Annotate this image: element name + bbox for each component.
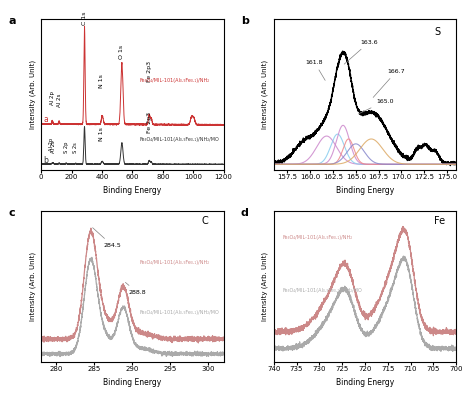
- Text: Fe₃O₄/MIL-101(Al₀.₉Fe₀.₁)/NH₂: Fe₃O₄/MIL-101(Al₀.₉Fe₀.₁)/NH₂: [283, 235, 353, 240]
- Y-axis label: Intensity (Arb. Unit): Intensity (Arb. Unit): [262, 252, 268, 321]
- Text: Fe 2p3: Fe 2p3: [147, 111, 152, 133]
- Y-axis label: Intensity (Arb. Unit): Intensity (Arb. Unit): [29, 60, 36, 129]
- Text: C 1s: C 1s: [82, 12, 87, 25]
- Text: a: a: [44, 115, 48, 124]
- Text: c: c: [9, 208, 15, 218]
- Text: Al 2s: Al 2s: [51, 140, 56, 153]
- X-axis label: Binding Energy: Binding Energy: [103, 378, 162, 387]
- Text: S 2p: S 2p: [64, 141, 69, 153]
- Text: S: S: [434, 27, 440, 37]
- Text: 166.7: 166.7: [373, 69, 405, 98]
- Y-axis label: Intensity (Arb. Unit): Intensity (Arb. Unit): [262, 60, 268, 129]
- Text: Fe₃O₄/MIL-101(Al₀.₉Fe₀.₁)/NH₂: Fe₃O₄/MIL-101(Al₀.₉Fe₀.₁)/NH₂: [140, 260, 210, 265]
- Text: a: a: [9, 16, 16, 26]
- Y-axis label: Intensity (Arb. Unit): Intensity (Arb. Unit): [29, 252, 36, 321]
- Text: 284.5: 284.5: [92, 228, 121, 248]
- Text: 161.8: 161.8: [306, 60, 325, 80]
- Text: 163.6: 163.6: [344, 40, 378, 64]
- Text: Fe₃O₄/MIL-101(Al₀.₉Fe₀.₁)/NH₂: Fe₃O₄/MIL-101(Al₀.₉Fe₀.₁)/NH₂: [140, 78, 210, 83]
- Text: Fe₃O₄/MIL-101(Al₀.₉Fe₀.₁)/NH₂/MO: Fe₃O₄/MIL-101(Al₀.₉Fe₀.₁)/NH₂/MO: [283, 288, 363, 293]
- X-axis label: Binding Energy: Binding Energy: [336, 378, 394, 387]
- Text: O 1s: O 1s: [119, 45, 124, 59]
- Text: Al 2p: Al 2p: [49, 138, 54, 151]
- Text: Fe: Fe: [434, 216, 446, 226]
- Text: N 1s: N 1s: [100, 74, 104, 88]
- Text: Fe 2p3: Fe 2p3: [147, 61, 152, 82]
- X-axis label: Binding Energy: Binding Energy: [103, 185, 162, 195]
- Text: Al 2s: Al 2s: [56, 93, 62, 107]
- Text: d: d: [241, 208, 249, 218]
- Text: Al 2p: Al 2p: [50, 90, 55, 105]
- Text: Fe₃O₄/MIL-101(Al₀.₉Fe₀.₁)/NH₂/MO: Fe₃O₄/MIL-101(Al₀.₉Fe₀.₁)/NH₂/MO: [140, 137, 220, 142]
- Text: 165.0: 165.0: [358, 99, 393, 114]
- Text: C: C: [202, 216, 209, 226]
- Text: S 2s: S 2s: [73, 142, 78, 153]
- Text: Fe₃O₄/MIL-101(Al₀.₉Fe₀.₁)/NH₂/MO: Fe₃O₄/MIL-101(Al₀.₉Fe₀.₁)/NH₂/MO: [140, 310, 220, 315]
- X-axis label: Binding Energy: Binding Energy: [336, 185, 394, 195]
- Text: b: b: [241, 16, 249, 26]
- Text: N 1s: N 1s: [100, 127, 104, 141]
- Text: 288.8: 288.8: [126, 282, 146, 295]
- Text: b: b: [44, 156, 48, 165]
